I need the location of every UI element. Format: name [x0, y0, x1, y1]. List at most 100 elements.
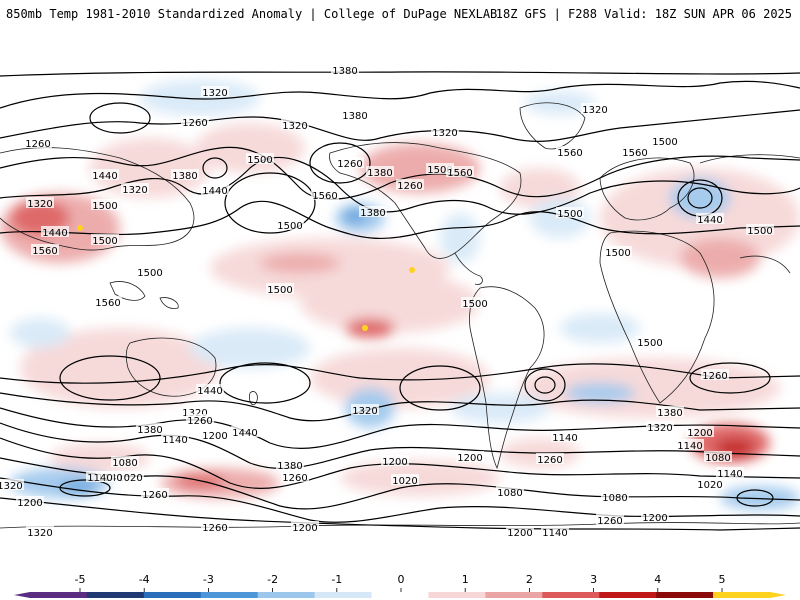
contour-label: 1140: [717, 469, 742, 480]
contour-label-bg: [426, 163, 454, 174]
colorbar-segment: [200, 592, 259, 598]
contour-label: 1260: [337, 159, 362, 170]
contour-label: 1200: [292, 523, 317, 534]
contour-label-bg: [201, 429, 229, 440]
contour-label: 1260: [397, 181, 422, 192]
contour-label-layer: 1380 1320 1320 1260 1260 1500 1440 1380 1440 1380…: [0, 64, 774, 539]
title-bar: 850mb Temp 1981-2010 Standardized Anomal…: [0, 0, 800, 28]
contour-label: 1260: [25, 139, 50, 150]
contour-label: 1320: [352, 406, 377, 417]
contour-label-bg: [696, 478, 724, 489]
contour-label: 1440: [42, 228, 67, 239]
colorbar: -5 -4 -3 -2 -1 0 1 2 3 4 5: [0, 572, 800, 600]
contour-label: 1140: [87, 473, 112, 484]
colorbar-segment: [371, 592, 429, 598]
contour-label-bg: [646, 421, 674, 432]
contour-label: 1380: [367, 168, 392, 179]
contour-label: 1500: [557, 209, 582, 220]
contour-label: 1140: [677, 441, 702, 452]
contour-label: 1320: [202, 88, 227, 99]
contour-label-bg: [31, 244, 59, 255]
contour-label-bg: [94, 296, 122, 307]
contour-label-bg: [596, 514, 624, 525]
contour-label: 1380: [657, 408, 682, 419]
contour-label-bg: [381, 455, 409, 466]
contour-label: 1500: [137, 268, 162, 279]
contour-label: 1560: [447, 168, 472, 179]
contour-label: 1260: [702, 371, 727, 382]
contour-label: 1200: [457, 453, 482, 464]
contour-label: 1440: [92, 171, 117, 182]
colorbar-segment: [599, 592, 657, 598]
contour-label: 1200: [687, 428, 712, 439]
contour-label-bg: [266, 283, 294, 294]
contour-label: 1260: [182, 118, 207, 129]
contour-label-bg: [601, 491, 629, 502]
coastlines: [0, 102, 800, 529]
contour-label-bg: [24, 137, 52, 148]
contour-label-bg: [121, 183, 149, 194]
contour-label: 1380: [332, 66, 357, 77]
contour-label: 1320: [282, 121, 307, 132]
colorbar-tick-label: -4: [138, 573, 150, 586]
contour-label: 1320: [27, 528, 52, 539]
contour-label-bg: [86, 471, 114, 482]
contour-label: 1320: [0, 481, 23, 492]
contour-label-bg: [746, 224, 774, 235]
contour-label-bg: [41, 226, 69, 237]
contour-label: 1380: [360, 208, 385, 219]
contour-label: 1320: [432, 128, 457, 139]
contour-label-bg: [656, 406, 684, 417]
contour-label-bg: [91, 199, 119, 210]
contour-label: 1020: [117, 473, 142, 484]
contour-label: 1380: [137, 425, 162, 436]
contour-label: 1200: [507, 528, 532, 539]
contour-label: 1020: [392, 476, 417, 487]
colorbar-segment: [257, 592, 316, 598]
contour-label-bg: [556, 146, 584, 157]
contour-label-bg: [181, 406, 209, 417]
contour-label: 1560: [312, 191, 337, 202]
contour-label: 1080: [112, 458, 137, 469]
contour-label-bg: [676, 439, 704, 450]
contour-label: 1260: [282, 473, 307, 484]
contour-label: 1500: [92, 236, 117, 247]
contour-label-bg: [281, 471, 309, 482]
contour-label: 1320: [122, 185, 147, 196]
contour-label: 1320: [182, 408, 207, 419]
contour-label-bg: [366, 166, 394, 177]
colorbar-segment: [656, 592, 714, 598]
contour-label-bg: [16, 496, 44, 507]
contour-label-bg: [536, 453, 564, 464]
colorbar-tick-label: -2: [267, 573, 279, 586]
contour-label: 1260: [537, 455, 562, 466]
contour-label: 1200: [642, 513, 667, 524]
colorbar-max-arrow: [770, 592, 786, 598]
contour-label-bg: [636, 336, 664, 347]
contour-label: 1500: [605, 248, 630, 259]
contour-label-bg: [181, 116, 209, 127]
colorbar-tick-label: 3: [590, 573, 598, 586]
contour-label-bg: [201, 521, 229, 532]
contour-label: 1500: [462, 299, 487, 310]
contour-label-bg: [91, 234, 119, 245]
contour-label-bg: [0, 479, 24, 490]
contour-label: 1260: [142, 490, 167, 501]
contour-label-bg: [641, 511, 669, 522]
contour-label: 1260: [597, 516, 622, 527]
contour-label: 1320: [27, 199, 52, 210]
contour-label: 1200: [17, 498, 42, 509]
colorbar-segment: [314, 592, 373, 598]
anomaly-map: 1380 1320 1320 1260 1260 1500 1440 1380 1440 1380…: [0, 58, 800, 558]
contour-label-bg: [171, 169, 199, 180]
contour-label-bg: [201, 86, 229, 97]
contour-label-bg: [396, 179, 424, 190]
contour-label-bg: [704, 451, 732, 462]
contour-label-bg: [141, 488, 169, 499]
contour-label-bg: [506, 526, 534, 537]
contour-label: 1020: [697, 480, 722, 491]
contour-label-bg: [136, 266, 164, 277]
contour-label-bg: [336, 157, 364, 168]
colorbar-segment: [542, 592, 600, 598]
contour-label: 1080: [602, 493, 627, 504]
